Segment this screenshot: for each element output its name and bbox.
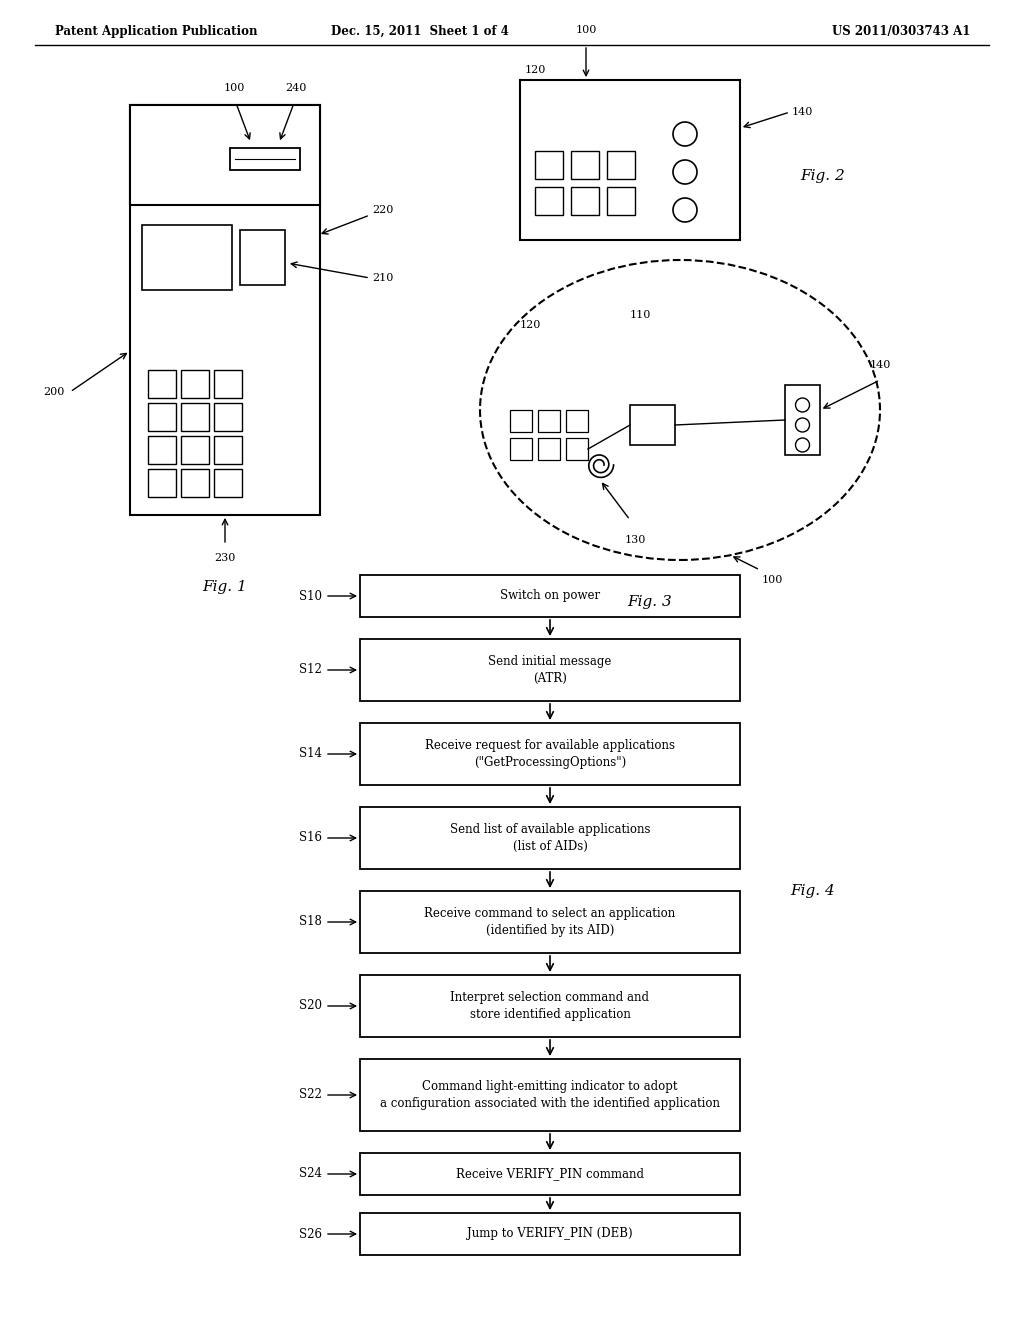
FancyBboxPatch shape [571,150,599,180]
Text: S26: S26 [299,1228,322,1241]
FancyBboxPatch shape [360,723,740,785]
Text: 140: 140 [869,360,891,370]
Text: 220: 220 [372,205,393,215]
FancyBboxPatch shape [240,230,285,285]
FancyBboxPatch shape [630,405,675,445]
FancyBboxPatch shape [360,975,740,1038]
FancyBboxPatch shape [510,438,532,459]
FancyBboxPatch shape [148,370,176,399]
Text: ("GetProcessingOptions"): ("GetProcessingOptions") [474,756,626,770]
Text: S22: S22 [299,1089,322,1101]
Text: Fig. 2: Fig. 2 [800,169,845,183]
FancyBboxPatch shape [214,469,242,498]
Text: a configuration associated with the identified application: a configuration associated with the iden… [380,1097,720,1110]
FancyBboxPatch shape [214,370,242,399]
Text: Send initial message: Send initial message [488,655,611,668]
Text: Receive VERIFY_PIN command: Receive VERIFY_PIN command [456,1167,644,1180]
FancyBboxPatch shape [230,148,300,170]
FancyBboxPatch shape [571,187,599,215]
Circle shape [796,399,810,412]
FancyBboxPatch shape [785,385,820,455]
FancyBboxPatch shape [520,81,740,240]
Text: 240: 240 [286,83,306,92]
Text: S12: S12 [299,664,322,676]
Text: 200: 200 [44,387,65,397]
Circle shape [673,198,697,222]
Text: 140: 140 [792,107,813,117]
FancyBboxPatch shape [607,187,635,215]
Text: Fig. 1: Fig. 1 [203,579,248,594]
Text: 100: 100 [575,25,597,36]
FancyBboxPatch shape [535,187,563,215]
FancyBboxPatch shape [148,469,176,498]
FancyBboxPatch shape [360,1152,740,1195]
Text: 100: 100 [223,83,245,92]
FancyBboxPatch shape [538,411,560,432]
Text: Send list of available applications: Send list of available applications [450,822,650,836]
Text: Fig. 4: Fig. 4 [790,884,835,898]
FancyBboxPatch shape [130,106,319,515]
Circle shape [673,160,697,183]
FancyBboxPatch shape [360,891,740,953]
Text: S24: S24 [299,1167,322,1180]
FancyBboxPatch shape [535,150,563,180]
FancyBboxPatch shape [214,403,242,432]
FancyBboxPatch shape [538,438,560,459]
Text: 230: 230 [214,553,236,564]
Text: Command light-emitting indicator to adopt: Command light-emitting indicator to adop… [422,1080,678,1093]
FancyBboxPatch shape [360,1213,740,1255]
Circle shape [796,418,810,432]
FancyBboxPatch shape [607,150,635,180]
Text: 120: 120 [525,65,547,75]
Text: (ATR): (ATR) [534,672,567,685]
Circle shape [673,121,697,147]
FancyBboxPatch shape [360,576,740,616]
Text: Fig. 3: Fig. 3 [628,595,673,609]
Text: S20: S20 [299,999,322,1012]
Text: (list of AIDs): (list of AIDs) [513,840,588,853]
Text: Jump to VERIFY_PIN (DEB): Jump to VERIFY_PIN (DEB) [467,1228,633,1241]
Text: Patent Application Publication: Patent Application Publication [55,25,257,38]
FancyBboxPatch shape [181,436,209,465]
FancyBboxPatch shape [181,370,209,399]
Text: S18: S18 [299,916,322,928]
Text: Receive request for available applications: Receive request for available applicatio… [425,739,675,752]
Text: S14: S14 [299,747,322,760]
FancyBboxPatch shape [360,639,740,701]
FancyBboxPatch shape [566,411,588,432]
FancyBboxPatch shape [148,436,176,465]
FancyBboxPatch shape [148,403,176,432]
FancyBboxPatch shape [510,411,532,432]
Text: 210: 210 [372,273,393,282]
FancyBboxPatch shape [360,807,740,869]
Text: (identified by its AID): (identified by its AID) [485,924,614,937]
Text: S16: S16 [299,832,322,845]
Text: 100: 100 [762,576,783,585]
FancyBboxPatch shape [130,106,319,205]
Text: 120: 120 [519,319,541,330]
FancyBboxPatch shape [214,436,242,465]
FancyBboxPatch shape [566,438,588,459]
FancyBboxPatch shape [181,469,209,498]
Text: S10: S10 [299,590,322,602]
Text: Dec. 15, 2011  Sheet 1 of 4: Dec. 15, 2011 Sheet 1 of 4 [331,25,509,38]
Ellipse shape [480,260,880,560]
Circle shape [796,438,810,451]
FancyBboxPatch shape [360,1059,740,1131]
FancyBboxPatch shape [142,224,232,290]
Text: Interpret selection command and: Interpret selection command and [451,991,649,1005]
Text: 130: 130 [625,535,646,545]
FancyBboxPatch shape [181,403,209,432]
Text: 110: 110 [630,310,650,319]
Text: Receive command to select an application: Receive command to select an application [424,907,676,920]
Text: US 2011/0303743 A1: US 2011/0303743 A1 [831,25,970,38]
Text: store identified application: store identified application [470,1008,631,1020]
Text: Switch on power: Switch on power [500,590,600,602]
